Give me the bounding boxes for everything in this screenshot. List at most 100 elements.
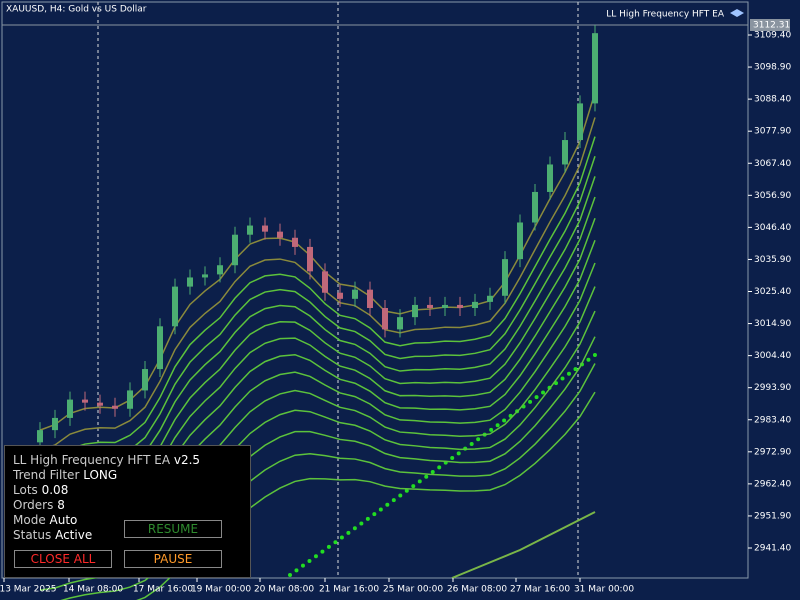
candle bbox=[457, 304, 463, 308]
candle bbox=[517, 222, 523, 260]
ea-name: LL High Frequency HFT EA bbox=[606, 10, 725, 20]
candle bbox=[97, 402, 103, 406]
y-tick-label: 3056.90 bbox=[754, 191, 791, 201]
candle bbox=[427, 304, 433, 308]
candle bbox=[337, 292, 343, 299]
x-tick-label: 19 Mar 00:00 bbox=[191, 585, 251, 595]
price-tag bbox=[750, 19, 790, 31]
candle bbox=[112, 405, 118, 409]
candle bbox=[142, 369, 148, 391]
panel-row: Trend Filter LONG bbox=[13, 468, 117, 482]
ma-line bbox=[39, 136, 596, 465]
candle bbox=[367, 289, 373, 308]
panel-row: Lots 0.08 bbox=[13, 483, 68, 497]
candle bbox=[592, 33, 598, 104]
ma-line bbox=[60, 363, 596, 600]
y-tick-label: 3088.40 bbox=[754, 95, 791, 105]
candle bbox=[217, 265, 223, 275]
panel-value: Active bbox=[55, 528, 93, 542]
ma-line bbox=[136, 391, 596, 600]
x-tick-label: 21 Mar 16:00 bbox=[319, 585, 379, 595]
candle bbox=[352, 289, 358, 299]
candle bbox=[52, 417, 58, 431]
candle bbox=[82, 399, 88, 403]
candle bbox=[127, 390, 133, 409]
candle bbox=[187, 277, 193, 287]
x-tick-label: 26 Mar 08:00 bbox=[447, 585, 507, 595]
close-all-button[interactable]: CLOSE ALL bbox=[14, 550, 112, 568]
candles bbox=[37, 25, 598, 451]
panel-value: LONG bbox=[83, 468, 118, 482]
pause-button[interactable]: PAUSE bbox=[124, 550, 222, 568]
panel-value: 0.08 bbox=[41, 483, 69, 497]
panel-title-row: LL High Frequency HFT EA v2.5 bbox=[13, 453, 200, 467]
x-tick-label: 31 Mar 00:00 bbox=[574, 585, 634, 595]
candle bbox=[247, 225, 253, 235]
panel-label: Mode bbox=[13, 513, 46, 527]
x-tick-label: 27 Mar 16:00 bbox=[510, 585, 570, 595]
candle bbox=[172, 286, 178, 327]
symbol-title: XAUUSD, H4: Gold vs US Dollar bbox=[6, 5, 147, 15]
ea-panel: LL High Frequency HFT EA v2.5 Trend Filt… bbox=[4, 445, 251, 578]
candle bbox=[382, 307, 388, 330]
candle bbox=[397, 317, 403, 330]
y-tick-label: 2983.40 bbox=[754, 415, 791, 425]
y-tick-label: 3046.40 bbox=[754, 223, 791, 233]
panel-row: Mode Auto bbox=[13, 513, 77, 527]
candle bbox=[532, 191, 538, 223]
panel-row: Orders 8 bbox=[13, 498, 65, 512]
candle bbox=[307, 246, 313, 272]
candle bbox=[322, 271, 328, 293]
x-tick-label: 14 Mar 08:00 bbox=[63, 585, 123, 595]
panel-label: Orders bbox=[13, 498, 54, 512]
panel-label: Trend Filter bbox=[13, 468, 80, 482]
candle bbox=[37, 430, 43, 443]
panel-row: Status Active bbox=[13, 528, 92, 542]
x-tick-label: 17 Mar 16:00 bbox=[133, 585, 193, 595]
slow-line bbox=[451, 511, 596, 579]
y-tick-label: 3014.90 bbox=[754, 319, 791, 329]
y-tick-label: 2993.90 bbox=[754, 383, 791, 393]
candle bbox=[292, 237, 298, 247]
panel-value: Auto bbox=[49, 513, 78, 527]
y-tick-label: 2962.40 bbox=[754, 479, 791, 489]
y-tick-label: 3098.90 bbox=[754, 63, 791, 73]
candle bbox=[562, 140, 568, 165]
y-tick-label: 3004.40 bbox=[754, 351, 791, 361]
x-tick-label: 13 Mar 2025 bbox=[0, 585, 57, 595]
candle bbox=[472, 301, 478, 308]
panel-version: v2.5 bbox=[173, 453, 201, 467]
candle bbox=[577, 103, 583, 141]
candle bbox=[502, 259, 508, 296]
candle bbox=[157, 326, 163, 370]
candle bbox=[262, 225, 268, 232]
y-tick-label: 3025.40 bbox=[754, 287, 791, 297]
current-price: 3112.31 bbox=[753, 21, 790, 31]
panel-value: 8 bbox=[57, 498, 65, 512]
y-tick-label: 3109.40 bbox=[754, 31, 791, 41]
candle bbox=[277, 231, 283, 238]
candle bbox=[442, 304, 448, 308]
plot-frame bbox=[1, 1, 749, 579]
trailing-dots bbox=[288, 353, 597, 577]
y-tick-label: 3077.90 bbox=[754, 127, 791, 137]
y-tick-label: 3067.40 bbox=[754, 159, 791, 169]
candle bbox=[487, 295, 493, 302]
candle bbox=[67, 399, 73, 418]
candle bbox=[232, 234, 238, 266]
ma-line bbox=[39, 117, 596, 451]
ea-icon bbox=[730, 9, 744, 17]
y-tick-label: 2972.90 bbox=[754, 447, 791, 457]
candle bbox=[547, 164, 553, 192]
x-tick-label: 25 Mar 00:00 bbox=[383, 585, 443, 595]
x-tick-label: 20 Mar 08:00 bbox=[254, 585, 314, 595]
candle bbox=[412, 304, 418, 318]
panel-label: Lots bbox=[13, 483, 38, 497]
y-tick-label: 2951.90 bbox=[754, 511, 791, 521]
candle bbox=[202, 274, 208, 278]
resume-button[interactable]: RESUME bbox=[124, 520, 222, 538]
panel-label: Status bbox=[13, 528, 52, 542]
y-tick-label: 3035.90 bbox=[754, 255, 791, 265]
